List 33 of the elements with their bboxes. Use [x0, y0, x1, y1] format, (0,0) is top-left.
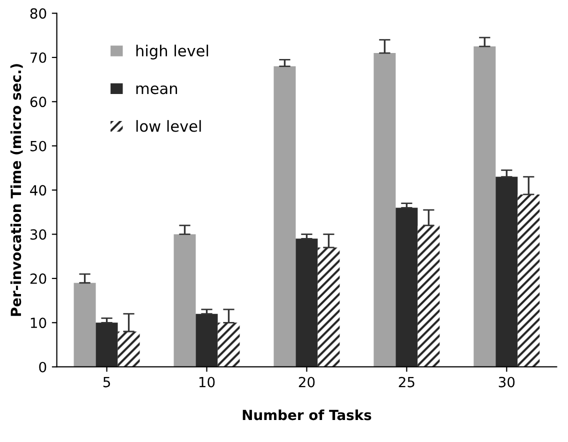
- y-tick-label: 40: [30, 185, 46, 196]
- bar: [174, 234, 196, 367]
- x-tick-label: 30: [498, 376, 515, 388]
- y-tick-label: 20: [30, 273, 46, 284]
- x-tick-label: 25: [398, 376, 414, 388]
- y-tick-label: 10: [30, 318, 46, 328]
- bar: [518, 194, 540, 367]
- x-tick-label: 20: [298, 376, 315, 388]
- bar: [196, 314, 218, 367]
- bar: [374, 53, 396, 367]
- bar: [296, 238, 318, 367]
- x-tick-label: 5: [103, 377, 110, 388]
- bar: [274, 66, 296, 367]
- bar: [96, 322, 118, 367]
- y-tick-label: 80: [30, 8, 46, 19]
- x-axis-title: Number of Tasks: [242, 409, 372, 420]
- y-tick-label: 50: [30, 140, 46, 152]
- y-tick-label: 70: [30, 52, 46, 63]
- bar: [418, 225, 440, 367]
- bar: [474, 46, 496, 367]
- bar: [318, 248, 340, 367]
- bar: [218, 322, 240, 367]
- y-tick-label: 60: [30, 96, 46, 108]
- bar: [396, 208, 418, 367]
- legend-label: high level: [136, 44, 208, 60]
- y-axis-title: Per-invocation Time (micro sec.): [10, 64, 23, 316]
- bar: [118, 332, 140, 367]
- legend-label: low level: [136, 120, 201, 132]
- y-tick-label: 30: [30, 229, 46, 240]
- bar: [74, 282, 96, 367]
- y-tick-label: 0: [39, 362, 46, 372]
- x-tick-label: 10: [199, 376, 215, 388]
- legend-label: mean: [136, 85, 178, 94]
